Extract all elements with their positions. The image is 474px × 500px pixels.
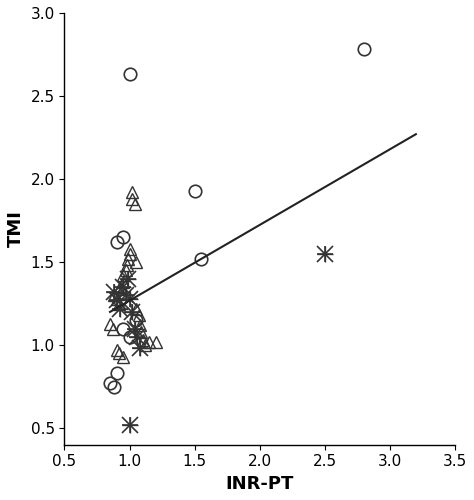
Y-axis label: TMI: TMI — [7, 210, 25, 248]
X-axis label: INR-PT: INR-PT — [226, 475, 294, 493]
